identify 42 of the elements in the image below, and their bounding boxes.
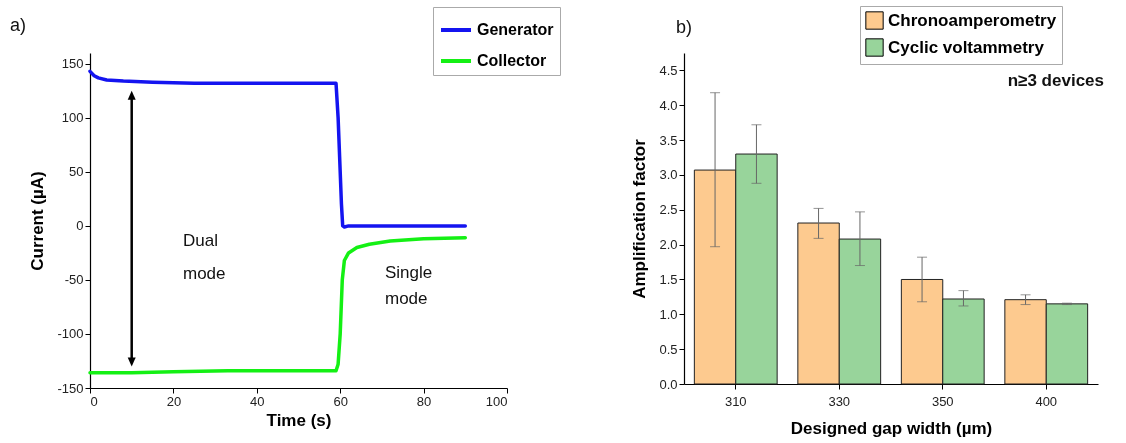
y-tick-label: -100 [57,326,84,342]
x-axis-title: Designed gap width (µm) [790,418,993,438]
y-tick-label: 1.0 [659,306,678,322]
y-tick-label: 4.0 [659,97,678,113]
x-tick-label: 20 [166,393,182,409]
y-axis-title: Current (µA) [28,171,48,271]
line-series [88,236,468,375]
x-axis-title: Time (s) [266,410,332,430]
x-tick-label: 310 [724,393,747,409]
text: a) [10,15,27,35]
y-tick-label: 100 [61,110,84,126]
legend-label: Generator [477,21,554,38]
x-tick-label: 100 [485,393,508,409]
annotation: Dual mode [183,231,226,283]
line-series [88,69,468,229]
legend-label: Chronoamperometry [888,10,1057,30]
x-tick-label: 80 [416,393,432,409]
y-tick-label: 150 [61,56,84,72]
annotation: Single mode [385,263,433,308]
y-tick-label: -50 [64,272,84,288]
y-tick-label: 0 [76,218,84,234]
y-tick-label: -150 [57,380,84,396]
x-tick-label: 60 [333,393,348,409]
y-tick-label: 50 [69,164,84,180]
y-tick-label: 2.0 [659,237,678,253]
y-tick-label: 0.0 [659,376,678,392]
legend-label: Cyclic voltammetry [888,37,1045,57]
y-tick-label: 1.5 [659,271,678,287]
x-tick-label: 330 [828,393,851,409]
y-tick-label: 0.5 [659,341,678,357]
y-axis-title: Amplification factor [630,138,650,299]
y-tick-label: 3.5 [659,132,678,148]
text: b) [676,17,693,37]
y-tick-label: 2.5 [659,202,678,218]
annotation: n≥3 devices [1007,71,1104,90]
x-tick-label: 400 [1035,393,1058,409]
x-tick-label: 0 [90,393,98,409]
y-tick-label: 3.0 [659,167,678,183]
y-tick-label: 4.5 [659,62,678,78]
legend-label: Collector [477,52,547,69]
x-tick-label: 350 [931,393,954,409]
x-tick-label: 40 [250,393,265,409]
